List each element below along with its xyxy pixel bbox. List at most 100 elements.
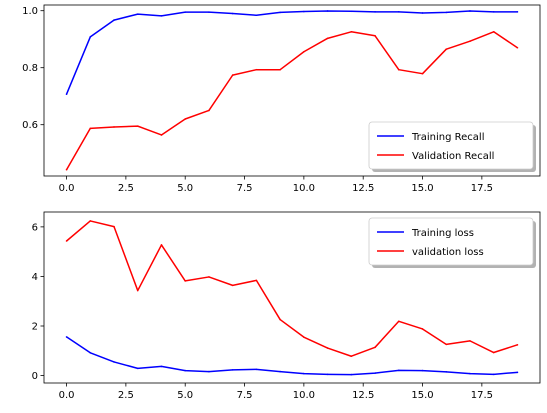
data-point [445,11,448,14]
data-point [231,284,234,287]
data-point [303,372,305,375]
y-tick-label: 0 [32,371,38,382]
data-point [350,30,353,33]
data-point [445,343,448,346]
data-point [492,373,495,376]
data-point [516,46,519,49]
data-point [208,11,210,13]
data-point [255,68,258,71]
data-point [65,336,68,338]
data-point [255,14,258,17]
data-point [89,220,92,222]
data-point [421,72,424,75]
series-line-1 [66,336,518,376]
data-point [136,13,139,15]
legend-label: validation loss [412,247,484,258]
data-point [350,10,353,13]
y-tick-label: 0.8 [22,63,38,74]
data-point [279,318,281,321]
x-tick-label: 0.0 [59,390,75,401]
data-point [350,355,353,358]
data-point [397,369,400,372]
data-point [113,19,115,21]
data-point [89,127,92,130]
data-point [279,68,281,71]
legend-label: Training Recall [411,132,484,143]
data-point [65,93,68,96]
data-point [397,11,400,13]
data-point [469,40,471,42]
recall-axes: 0.0 2.5 5.0 7.5 10.0 12.5 15.0 17.5 0.6 0.8 1.0 Tra… [22,4,541,194]
data-point [89,36,92,38]
data-point [279,370,281,373]
data-point [374,346,376,349]
data-point [303,50,305,53]
data-point [184,369,187,372]
x-tick-label: 17.5 [471,390,493,401]
data-point [492,351,495,354]
data-point [516,371,519,374]
data-point [421,328,424,330]
x-tick-label: 12.5 [352,183,374,194]
x-tick-label: 10.0 [293,183,315,194]
plot-frame [43,211,541,384]
data-point [397,320,400,323]
data-point [279,11,281,14]
data-point [374,372,376,374]
data-point [65,168,68,171]
data-point [231,74,234,76]
data-point [326,347,329,349]
data-point [469,10,471,12]
x-tick-label: 7.5 [237,390,253,401]
data-point [113,225,115,228]
data-point [160,244,163,246]
data-point [326,373,329,376]
legend-box [368,217,534,266]
data-point [65,240,68,242]
data-point [184,280,187,282]
data-point [445,48,448,50]
data-point [303,336,305,338]
y-tick-label: 2 [32,322,38,333]
data-point [160,134,163,136]
data-point [231,369,234,371]
data-point [516,11,519,13]
x-tick-label: 5.0 [177,390,193,401]
data-point [184,118,187,120]
data-point [136,125,139,127]
data-point [469,340,471,342]
data-point [326,10,329,12]
data-point [184,11,187,13]
data-point [113,361,115,363]
plot-frame [43,4,541,177]
data-point [445,371,448,373]
data-point [231,12,234,15]
data-point [492,11,495,13]
x-tick-label: 10.0 [293,390,315,401]
series-line-1 [65,10,518,95]
data-point [136,367,139,370]
data-point [208,109,210,112]
data-point [208,370,210,373]
x-tick-label: 5.0 [177,183,193,194]
legend: Training loss validation loss [368,217,536,268]
y-tick-label: 4 [32,272,38,283]
data-point [89,351,92,354]
series-line-2 [65,31,518,171]
x-tick-label: 0.0 [59,183,75,194]
data-point [469,372,471,375]
data-point [350,373,353,376]
y-tick-label: 0.6 [22,120,38,131]
data-point [421,369,424,372]
legend-label: Training loss [411,228,474,239]
x-tick-label: 15.0 [411,390,433,401]
x-tick-label: 12.5 [352,390,374,401]
data-point [303,10,305,13]
x-tick-label: 17.5 [471,183,493,194]
data-point [374,34,376,37]
y-tick-label: 1.0 [22,6,38,17]
x-tick-label: 2.5 [118,183,134,194]
series-line-2 [66,220,518,357]
data-point [255,368,258,371]
